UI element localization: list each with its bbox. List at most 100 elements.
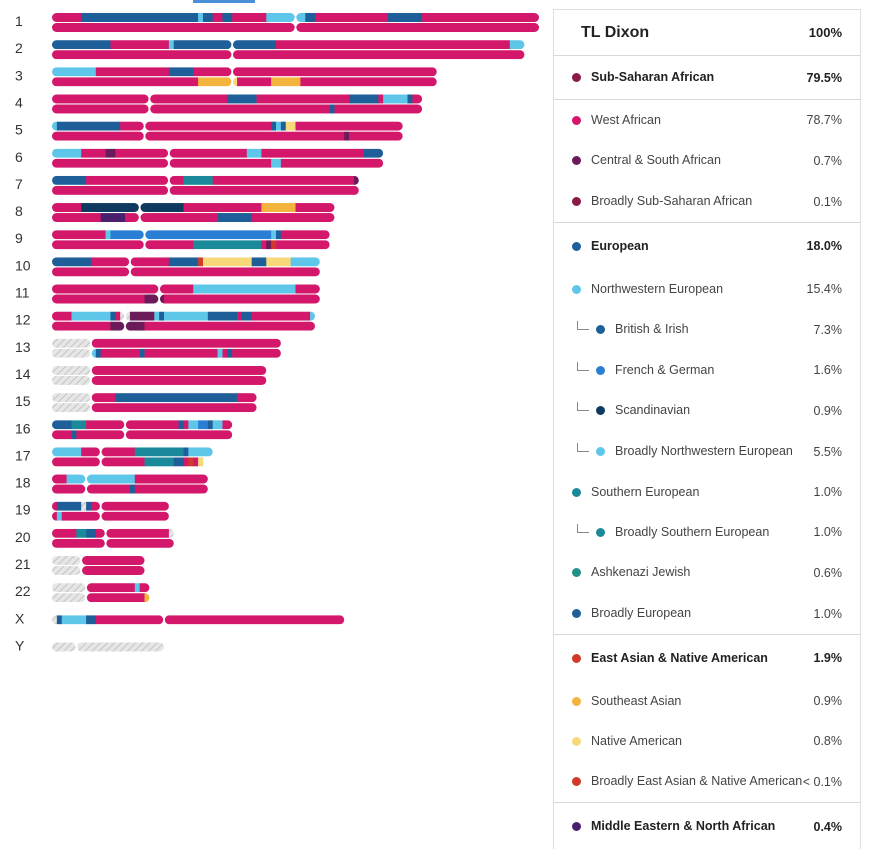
chromosome-segment[interactable] [149,104,330,114]
chromosome-segment[interactable] [212,175,355,185]
chromosome-segment[interactable] [363,148,384,158]
chromosome-segment[interactable] [193,240,262,250]
chromosome-segment[interactable] [52,393,91,403]
chromosome-segment[interactable] [91,403,257,413]
chromosome-segment[interactable] [305,13,316,22]
chromosome-segment[interactable] [139,348,145,358]
chromosome-segment[interactable] [101,457,145,467]
chromosome-segment[interactable] [232,67,437,77]
chromosome-segment[interactable] [52,583,86,593]
chromosome-segment[interactable] [145,131,345,141]
chromosome-segment[interactable] [276,240,330,250]
chromosome-segment[interactable] [368,94,379,104]
chromosome-segment[interactable] [144,294,160,304]
chromosome-segment[interactable] [52,375,91,385]
chromosome-segment[interactable] [110,321,125,331]
chromosome-segment[interactable] [86,501,92,511]
ancestry-row[interactable]: West African 78.7% [554,100,860,140]
chromosome-segment[interactable] [86,474,136,484]
chromosome-segment[interactable] [183,175,214,185]
chromosome-segment[interactable] [52,67,97,77]
chromosome-segment[interactable] [52,23,539,32]
chromosome-segment[interactable] [61,511,101,521]
chromosome-segment[interactable] [130,257,170,267]
chromosome-segment[interactable] [52,240,145,250]
chromosome-segment[interactable] [76,642,165,652]
chromosome-segment[interactable] [198,13,204,22]
chromosome-segment[interactable] [173,40,179,50]
chromosome-segment[interactable] [52,403,91,413]
chromosome-segment[interactable] [295,284,321,294]
chromosome-segment[interactable] [71,430,77,440]
chromosome-segment[interactable] [222,13,233,22]
chromosome-segment[interactable] [188,420,199,430]
chromosome-segment[interactable] [266,240,272,250]
chromosome-segment[interactable] [110,40,170,50]
chromosome-segment[interactable] [509,40,525,50]
chromosome-segment[interactable] [52,321,111,331]
chromosome-segment[interactable] [271,77,301,87]
chromosome-segment[interactable] [134,447,184,457]
chromosome-segment[interactable] [388,13,423,22]
chromosome-segment[interactable] [271,230,277,240]
chromosome-segment[interactable] [129,484,136,494]
chromosome-segment[interactable] [81,566,145,575]
chromosome-segment[interactable] [76,528,87,538]
chromosome-segment[interactable] [246,148,262,158]
chromosome-segment[interactable] [164,311,209,321]
chromosome-segment[interactable] [52,338,91,348]
ancestry-row[interactable]: Ashkenazi Jewish 0.6% [554,552,860,593]
chromosome-segment[interactable] [115,148,169,158]
chromosome-segment[interactable] [52,593,86,603]
chromosome-segment[interactable] [349,94,369,104]
chromosome-segment[interactable] [202,257,252,267]
ancestry-row[interactable]: French & German 1.6% [554,350,860,390]
ancestry-row[interactable]: East Asian & Native American 1.9% [554,635,860,681]
chromosome-segment[interactable] [237,393,257,403]
chromosome-segment[interactable] [52,40,111,50]
chromosome-segment[interactable] [52,457,101,467]
chromosome-segment[interactable] [198,257,204,267]
chromosome-segment[interactable] [52,528,77,538]
chromosome-segment[interactable] [81,148,106,158]
chromosome-segment[interactable] [168,67,194,77]
chromosome-segment[interactable] [106,538,174,548]
chromosome-segment[interactable] [271,158,282,168]
chromosome-segment[interactable] [101,511,169,521]
chromosome-segment[interactable] [314,13,355,22]
chromosome-segment[interactable] [183,203,262,213]
ancestry-row[interactable]: Southern European 1.0% [554,472,860,512]
chromosome-segment[interactable] [159,284,194,294]
chromosome-segment[interactable] [61,615,87,625]
chromosome-segment[interactable] [217,213,252,223]
chromosome-segment[interactable] [159,311,165,321]
chromosome-segment[interactable] [207,420,214,430]
chromosome-segment[interactable] [110,311,116,321]
chromosome-segment[interactable] [134,484,208,494]
chromosome-segment[interactable] [295,121,350,131]
chromosome-segment[interactable] [81,556,145,565]
chromosome-segment[interactable] [183,420,189,430]
chromosome-segment[interactable] [353,13,389,22]
chromosome-segment[interactable] [140,213,218,223]
chromosome-segment[interactable] [227,94,257,104]
chromosome-segment[interactable] [198,420,209,430]
chromosome-segment[interactable] [261,203,296,213]
chromosome-segment[interactable] [145,240,194,250]
chromosome-segment[interactable] [91,365,267,375]
chromosome-segment[interactable] [125,321,145,331]
chromosome-segment[interactable] [276,40,511,50]
chromosome-segment[interactable] [169,185,359,195]
ancestry-row[interactable]: Scandinavian 0.9% [554,390,860,431]
ancestry-row[interactable]: Broadly East Asian & Native American < 0.… [554,761,860,803]
chromosome-segment[interactable] [280,158,384,168]
ancestry-row[interactable]: British & Irish 7.3% [554,309,860,350]
chromosome-segment[interactable] [169,158,272,168]
chromosome-segment[interactable] [232,40,277,50]
chromosome-segment[interactable] [52,50,525,60]
chromosome-segment[interactable] [276,121,282,131]
ancestry-row[interactable]: Broadly Northwestern European 5.5% [554,431,860,472]
chromosome-segment[interactable] [378,94,384,104]
chromosome-segment[interactable] [86,615,97,625]
chromosome-segment[interactable] [91,348,97,358]
